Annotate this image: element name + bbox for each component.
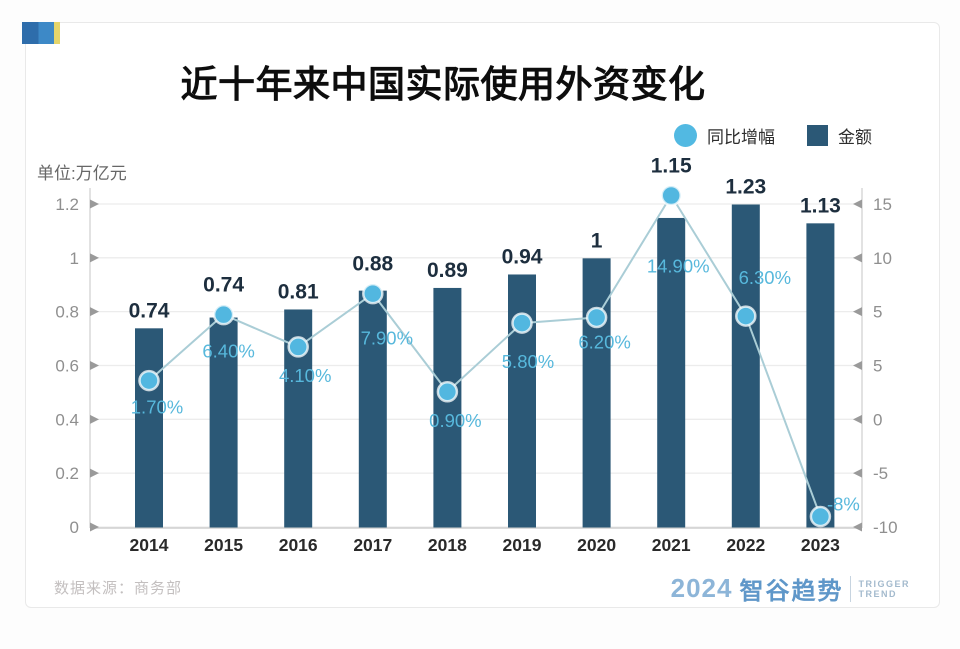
right-tick-label: -10: [873, 518, 898, 537]
trend-point: [809, 505, 832, 528]
pct-label: 6.20%: [578, 331, 630, 352]
chart-card: [25, 22, 940, 608]
trend-point: [362, 282, 384, 305]
bar: [806, 223, 835, 528]
left-tick-label: 1: [70, 249, 79, 268]
left-tick-arrow-icon: [90, 414, 99, 424]
x-axis-label: 2015: [204, 535, 243, 555]
legend-amount-square-icon: [807, 125, 828, 146]
trend-point: [585, 306, 608, 329]
bar-value-label: 1.15: [651, 155, 692, 178]
pct-label: -8%: [827, 494, 860, 515]
bar-value-label: 0.88: [352, 253, 393, 276]
left-tick-label: 0.8: [55, 303, 79, 322]
right-tick-label: 5: [873, 356, 882, 375]
right-tick-arrow-icon: [853, 468, 862, 478]
pct-label: 6.40%: [202, 341, 254, 362]
left-tick-label: 1.2: [55, 195, 79, 214]
left-tick-arrow-icon: [90, 253, 99, 263]
bar-value-label: 0.74: [203, 274, 244, 297]
pct-label: 7.90%: [361, 328, 413, 349]
bar-value-label: 0.74: [129, 299, 170, 322]
bar: [582, 258, 611, 528]
logo-year: 2024: [670, 573, 733, 603]
left-tick-arrow-icon: [90, 199, 99, 209]
left-tick-label: 0: [70, 518, 79, 537]
left-tick-label: 0.6: [55, 356, 79, 375]
legend-growth-label: 同比增幅: [707, 128, 775, 147]
legend: 同比增幅 金额: [674, 123, 872, 148]
pct-label: 6.30%: [739, 267, 791, 288]
x-axis-label: 2019: [503, 535, 542, 555]
trend-line: [148, 194, 822, 517]
bar-value-label: 1: [591, 229, 603, 252]
pct-label: 1.70%: [131, 397, 183, 418]
bar: [731, 204, 760, 528]
left-tick-arrow-icon: [90, 307, 99, 317]
bar: [358, 290, 387, 528]
x-axis-label: 2023: [801, 535, 840, 555]
logo-tagline: TRIGGER TREND: [858, 579, 910, 599]
x-axis-label: 2021: [652, 535, 691, 555]
trend-point: [436, 381, 459, 403]
bar: [433, 287, 462, 528]
right-tick-label: -5: [873, 464, 888, 483]
x-axis-label: 2018: [428, 535, 467, 555]
trend-point: [287, 336, 309, 358]
trend-point: [138, 369, 160, 392]
trend-point: [511, 312, 533, 334]
trend-point: [735, 305, 757, 327]
right-tick-arrow-icon: [853, 253, 862, 263]
bar-value-label: 0.94: [502, 245, 543, 268]
bar-value-label: 1.13: [800, 194, 841, 217]
bar-value-label: 0.81: [278, 280, 319, 303]
right-tick-label: 5: [873, 303, 882, 322]
x-axis-label: 2014: [130, 535, 169, 555]
pct-label: 5.80%: [502, 351, 554, 372]
pct-label: 14.90%: [647, 256, 710, 277]
bar-value-label: 0.89: [427, 259, 468, 282]
pct-label: 4.10%: [279, 365, 331, 386]
corner-brand-mark-icon: [22, 22, 60, 44]
left-tick-arrow-icon: [90, 360, 99, 370]
x-axis-label: 2022: [726, 535, 765, 555]
right-tick-arrow-icon: [853, 307, 862, 317]
trend-point: [660, 184, 682, 207]
bar: [657, 217, 686, 528]
x-axis-label: 2020: [577, 535, 616, 555]
right-tick-label: 0: [873, 410, 882, 429]
bar-value-label: 1.23: [725, 175, 766, 198]
data-source: 数据来源：商务部: [54, 580, 183, 597]
right-tick-arrow-icon: [853, 522, 862, 532]
left-tick-label: 0.4: [55, 410, 79, 429]
right-tick-label: 15: [873, 195, 892, 214]
right-tick-arrow-icon: [853, 360, 862, 370]
pct-label: 0.90%: [429, 410, 481, 431]
right-tick-label: 10: [873, 249, 892, 268]
logo-brand-name: 智谷趋势: [739, 578, 844, 605]
left-tick-label: 0.2: [55, 464, 79, 483]
right-tick-arrow-icon: [853, 199, 862, 209]
legend-growth-circle-icon: [674, 124, 697, 147]
left-tick-arrow-icon: [90, 522, 99, 532]
unit-label: 单位:万亿元: [37, 164, 127, 183]
legend-amount-label: 金额: [838, 128, 872, 147]
page-title: 近十年来中国实际使用外资变化: [180, 64, 706, 105]
left-tick-arrow-icon: [90, 468, 99, 478]
logo-tagline-top: TRIGGER: [858, 578, 910, 589]
logo-divider: [850, 575, 852, 602]
bar: [209, 317, 238, 528]
logo-tagline-bottom: TREND: [858, 588, 897, 599]
bar: [135, 328, 163, 528]
x-axis-label: 2017: [353, 535, 392, 555]
trend-point: [212, 303, 235, 326]
brand-logo: 2024 智谷趋势 TRIGGER TREND: [671, 571, 910, 606]
x-axis-label: 2016: [279, 535, 318, 555]
right-tick-arrow-icon: [853, 414, 862, 424]
